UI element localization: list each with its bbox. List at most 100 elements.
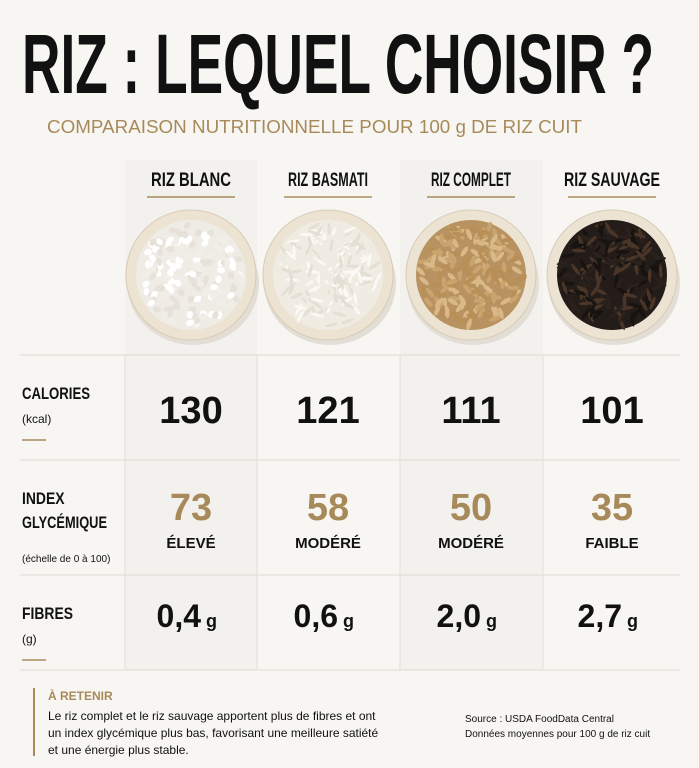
rice-grain xyxy=(313,257,326,266)
rice-grain xyxy=(441,276,447,289)
column-header: RIZ BASMATI xyxy=(288,170,368,191)
rice-grain xyxy=(578,280,592,288)
rice-grain xyxy=(153,306,161,313)
rice-grain xyxy=(430,282,443,288)
rice-grain xyxy=(149,254,156,262)
rice-grain xyxy=(477,241,490,246)
rice-grain xyxy=(580,259,588,272)
rice-grain xyxy=(439,233,444,246)
rice-grain xyxy=(174,228,182,236)
rice-grain xyxy=(227,250,235,258)
rice-grain xyxy=(613,274,619,288)
gi-value: 50 xyxy=(450,487,492,529)
gi-level: MODÉRÉ xyxy=(438,535,504,552)
rice-grain xyxy=(472,257,484,264)
rice-grain xyxy=(308,249,319,260)
rice-grain xyxy=(149,238,157,246)
rice-grain xyxy=(581,307,591,320)
rice-grain xyxy=(354,241,366,251)
rice-grain xyxy=(275,284,290,288)
rice-grain xyxy=(652,258,665,267)
rice-grain xyxy=(177,288,185,296)
rice-grain xyxy=(328,278,333,292)
fibre-unit: g xyxy=(627,611,638,631)
rice-grain xyxy=(351,303,361,316)
rice-grain xyxy=(430,254,437,266)
rice-grain xyxy=(359,276,373,281)
rice-grain xyxy=(200,312,208,321)
rice-grain xyxy=(490,234,498,245)
rice-grain xyxy=(508,294,519,304)
rice-grain xyxy=(339,254,344,269)
rice-grain xyxy=(372,278,379,292)
rice-grain xyxy=(477,244,487,255)
rice-grain xyxy=(206,252,213,260)
rice-grain xyxy=(440,284,451,294)
rice-grain xyxy=(271,268,285,276)
rice-grain xyxy=(369,261,381,270)
rice-grain xyxy=(196,281,205,288)
rice-grain xyxy=(654,277,667,286)
fibre-value: 2,7 xyxy=(578,598,622,634)
rice-grain xyxy=(463,283,472,294)
rice-grain xyxy=(592,252,605,260)
rice-grain xyxy=(351,276,355,291)
rice-grain xyxy=(202,234,211,241)
rice-grain xyxy=(223,256,230,265)
rice-grain xyxy=(647,268,652,283)
rice-grain xyxy=(597,221,608,233)
rice-grain xyxy=(490,250,497,263)
rice-grain xyxy=(142,280,150,288)
rice-grain xyxy=(157,284,166,292)
rice-grain xyxy=(447,226,460,232)
rice-grain xyxy=(183,252,192,259)
rice-grain xyxy=(573,289,587,296)
rice-grain xyxy=(332,294,347,299)
rice-grain xyxy=(215,275,222,284)
rice-grain xyxy=(181,301,188,310)
rice-grain xyxy=(276,258,290,264)
rice-grain xyxy=(488,244,500,250)
rice-grain xyxy=(145,260,152,269)
rice-grain xyxy=(238,275,246,283)
rice-grain xyxy=(596,274,602,289)
rice-grain xyxy=(622,296,627,311)
rice-grain xyxy=(561,281,568,295)
rice-grain xyxy=(570,243,585,248)
rice-grain xyxy=(210,284,219,291)
row-label: INDEX xyxy=(22,489,65,508)
calorie-value: 121 xyxy=(296,390,359,432)
rice-grain xyxy=(201,239,209,247)
fibre-value: 0,6 xyxy=(294,598,338,634)
rice-grain xyxy=(649,296,656,310)
rice-grain xyxy=(507,265,514,277)
rice-grain xyxy=(181,230,189,239)
rice-grain xyxy=(464,276,476,285)
rice-grain xyxy=(308,263,313,278)
rice-grain xyxy=(500,297,511,305)
rice-grain xyxy=(466,226,479,232)
rice-grain xyxy=(632,232,647,238)
rice-grain xyxy=(308,285,321,293)
rice-grain xyxy=(226,245,235,253)
gi-level: MODÉRÉ xyxy=(295,535,361,552)
rice-grain xyxy=(295,302,303,316)
rice-grain xyxy=(160,295,168,303)
rice-grain xyxy=(447,298,459,306)
rice-grain xyxy=(342,226,356,233)
rice-grain xyxy=(167,318,176,325)
rice-grain xyxy=(419,276,429,285)
rice-grain xyxy=(623,292,638,299)
row-label: GLYCÉMIQUE xyxy=(22,513,107,532)
source-line: Source : USDA FoodData Central xyxy=(465,714,614,725)
rice-grain xyxy=(597,238,612,244)
rice-grain xyxy=(216,246,224,254)
rice-grain xyxy=(168,262,177,270)
rice-grain xyxy=(501,246,514,254)
rice-grain xyxy=(338,305,343,320)
rice-grain xyxy=(470,249,481,257)
rice-grain xyxy=(572,303,582,315)
rice-grain xyxy=(619,309,626,323)
calorie-value: 101 xyxy=(580,390,643,432)
comparison-table: RIZ BLANC RIZ BASMATI RIZ COMPLET RIZ SAUVA… xyxy=(20,170,680,671)
